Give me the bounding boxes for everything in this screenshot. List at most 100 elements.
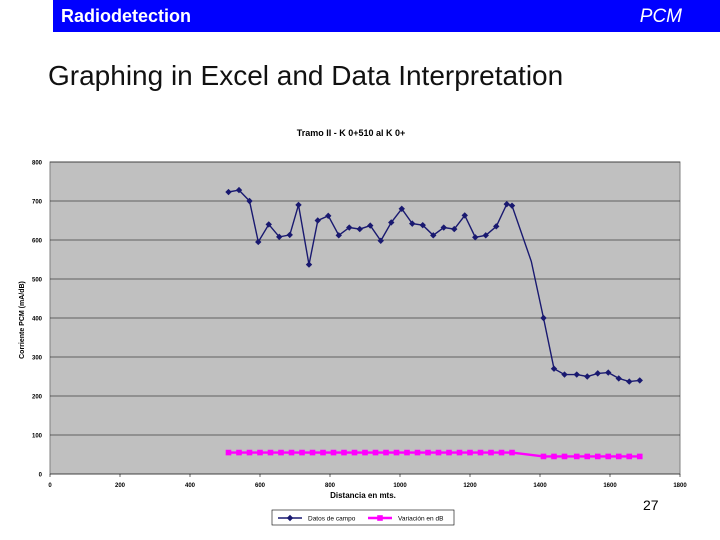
- legend-marker: [377, 515, 383, 521]
- data-point: [467, 449, 473, 456]
- x-tick-label: 600: [255, 483, 266, 489]
- data-point: [362, 449, 368, 456]
- data-point: [335, 232, 342, 239]
- y-tick-label: 800: [32, 161, 43, 167]
- data-point: [615, 375, 622, 382]
- data-point: [488, 449, 494, 456]
- data-point: [605, 453, 612, 460]
- data-point: [398, 205, 405, 212]
- data-point: [584, 453, 591, 460]
- data-point: [605, 369, 612, 376]
- data-point: [356, 225, 363, 233]
- data-point: [404, 449, 410, 456]
- data-point: [503, 200, 510, 208]
- data-point: [636, 453, 643, 460]
- data-point: [341, 449, 347, 456]
- data-point: [626, 453, 633, 460]
- header-left-title: Radiodetection: [61, 6, 192, 26]
- data-point: [377, 237, 384, 244]
- data-point: [278, 449, 284, 456]
- legend-label: Datos de campo: [308, 516, 356, 523]
- x-axis-label: Distancia en mts.: [330, 491, 396, 500]
- data-point: [493, 223, 500, 230]
- data-point: [246, 197, 253, 205]
- data-point: [305, 261, 313, 268]
- data-point: [435, 449, 442, 456]
- data-point: [550, 365, 558, 372]
- x-tick-label: 200: [115, 483, 126, 489]
- data-point: [225, 188, 232, 196]
- data-point: [393, 449, 400, 456]
- data-point: [351, 449, 358, 456]
- data-point: [267, 449, 274, 456]
- data-point: [236, 449, 242, 456]
- y-tick-label: 300: [32, 356, 43, 362]
- data-point: [573, 371, 580, 378]
- x-tick-label: 400: [185, 483, 196, 489]
- data-point: [246, 449, 253, 456]
- data-point: [265, 221, 272, 228]
- y-axis-label: Corriente PCM (mA/dB): [19, 281, 26, 359]
- y-tick-label: 200: [32, 395, 43, 401]
- data-point: [551, 453, 557, 460]
- data-point: [257, 449, 263, 456]
- data-point: [461, 212, 468, 219]
- data-point: [425, 449, 431, 456]
- legend-marker: [286, 514, 294, 522]
- page-number: 27: [643, 497, 659, 513]
- x-tick-label: 1600: [603, 483, 617, 489]
- legend-box: [271, 509, 455, 526]
- data-point: [451, 225, 458, 233]
- data-point: [594, 370, 601, 377]
- legend-label: Variación en dB: [398, 516, 443, 523]
- chart-title: Tramo II - K 0+510 al K 0+: [297, 128, 406, 138]
- data-point: [225, 449, 232, 456]
- data-point: [584, 373, 591, 380]
- data-point: [346, 224, 353, 231]
- x-tick-label: 0: [48, 483, 52, 489]
- line-chart: Tramo II - K 0+510 al K 0+ 0 100 200 300 400…: [0, 120, 720, 530]
- x-tick-label: 1000: [393, 483, 407, 489]
- data-point: [594, 453, 601, 460]
- data-point: [235, 186, 243, 194]
- y-tick-label: 0: [39, 473, 43, 479]
- data-point: [561, 371, 568, 378]
- x-tick-label: 1400: [533, 483, 547, 489]
- data-point: [309, 449, 316, 456]
- header-right-title: PCM: [639, 6, 682, 27]
- y-tick-label: 700: [32, 200, 43, 206]
- data-point: [498, 449, 505, 456]
- data-point: [325, 212, 332, 220]
- data-point: [509, 449, 515, 456]
- data-point: [477, 449, 484, 456]
- data-point: [409, 220, 416, 227]
- data-point: [320, 449, 326, 456]
- data-point: [288, 449, 295, 456]
- data-point: [330, 449, 337, 456]
- y-tick-label: 100: [32, 434, 43, 440]
- data-point: [299, 449, 305, 456]
- data-point: [573, 453, 580, 460]
- y-tick-label: 500: [32, 278, 43, 284]
- data-point: [255, 238, 262, 246]
- series-datos-de-campo-line: [228, 189, 640, 383]
- data-point: [456, 449, 463, 456]
- data-point: [276, 233, 283, 241]
- data-point: [540, 453, 547, 460]
- data-point: [372, 449, 379, 456]
- chart-legend: Datos de campo Variación en dB: [271, 509, 455, 526]
- data-point: [636, 377, 643, 384]
- data-point: [446, 449, 452, 456]
- x-tick-label: 1200: [463, 483, 477, 489]
- data-point: [414, 449, 421, 456]
- data-point: [472, 234, 479, 241]
- x-tick-label: 800: [325, 483, 336, 489]
- data-point: [540, 314, 547, 322]
- data-point: [286, 231, 293, 239]
- data-point: [419, 221, 426, 229]
- data-point: [388, 219, 395, 226]
- x-tick-label: 1800: [673, 483, 687, 489]
- data-point: [561, 453, 568, 460]
- data-point: [615, 453, 622, 460]
- slide-title: Graphing in Excel and Data Interpretatio…: [48, 60, 564, 91]
